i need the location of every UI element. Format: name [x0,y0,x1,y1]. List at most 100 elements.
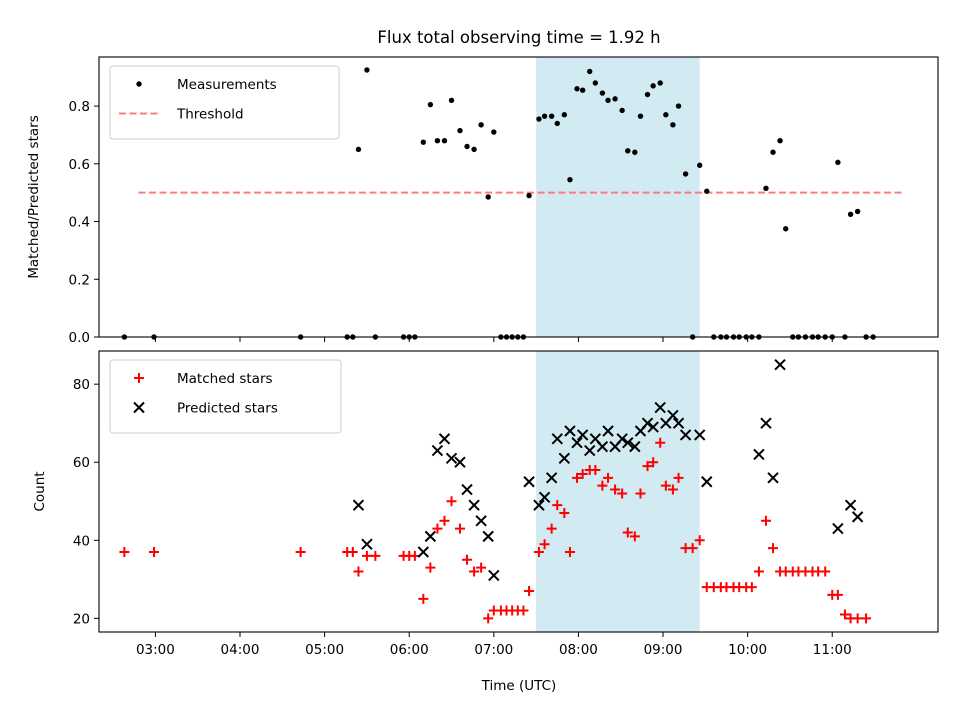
data-point [597,480,608,491]
data-point [820,566,831,577]
data-point [461,483,473,496]
data-point [655,437,666,448]
data-point [361,550,372,561]
data-point [524,586,535,597]
data-point [482,530,494,543]
data-point [295,546,306,557]
x-tick-label: 08:00 [559,642,598,658]
observing-span [536,57,700,337]
x-tick-label: 03:00 [136,642,175,658]
data-point [454,523,465,534]
data-point [462,554,473,565]
legend-marker [133,401,145,414]
data-point [637,113,644,119]
legend-box [109,65,340,140]
legend-marker [134,373,144,383]
data-point [763,185,769,192]
data-point [476,562,487,573]
data-point [679,429,692,441]
data-point [468,499,480,511]
x-tick-label: 11:00 [813,642,852,658]
data-point [687,543,698,554]
data-point [590,465,601,476]
data-point [852,613,863,624]
data-point [370,550,381,561]
x-tick-label: 05:00 [305,642,344,658]
data-point [533,546,544,557]
data-point [629,440,641,453]
data-point [464,143,470,150]
data-point [663,112,669,118]
data-point [602,425,614,437]
data-point [574,86,580,92]
data-point [667,409,679,422]
x-tick-label: 10:00 [728,642,767,658]
data-point [546,523,557,534]
data-point [777,138,783,144]
x-tick-label: 07:00 [474,642,513,658]
data-point [644,91,651,98]
data-point [432,523,443,534]
data-point [483,613,494,624]
data-point [364,67,370,73]
legend-label: Threshold [176,107,244,123]
data-point [571,437,583,449]
data-point [545,472,558,484]
data-point [654,401,666,414]
data-point [599,90,606,96]
y-tick-label: 60 [73,455,90,471]
data-point [471,146,477,153]
y-tick-label: 40 [73,533,90,549]
data-point [693,429,706,441]
y-tick-label: 0.2 [69,272,90,288]
data-point [469,566,480,577]
data-point [418,593,429,604]
data-point [475,515,487,527]
data-point [625,148,631,154]
y-tick-label: 0.4 [69,215,90,231]
y-tick-label: 0.8 [69,99,90,115]
data-point [760,515,771,526]
data-point [629,531,640,542]
data-point [439,515,450,526]
data-point [753,566,764,577]
data-point [425,562,436,573]
data-point [347,546,358,557]
data-point [559,507,570,518]
y-tick-label: 0.6 [69,157,90,173]
data-point [701,476,713,488]
data-point [427,101,434,108]
data-point [518,605,529,616]
data-point [603,472,614,483]
data-point [647,421,659,433]
data-point [551,433,563,445]
data-point [353,566,364,577]
y-axis-label: Count [32,471,48,511]
data-point [424,530,437,543]
data-point [564,546,575,557]
x-tick-label: 04:00 [221,642,260,658]
data-point [445,452,458,465]
data-point [667,484,678,495]
data-point [457,127,463,134]
data-point [622,527,633,538]
data-point [635,488,646,499]
data-point [670,122,676,128]
data-point [488,569,500,582]
data-point [533,499,545,511]
observing-span [536,351,700,632]
legend-box [109,359,342,434]
data-point [576,429,589,441]
data-point [584,444,596,457]
data-point [767,472,779,484]
data-point [675,103,682,109]
data-point [587,68,593,75]
data-point [538,491,551,504]
data-point [610,484,621,495]
data-point [617,488,628,499]
data-point [355,146,362,153]
data-point [753,448,765,461]
data-point [616,433,628,445]
data-point [774,358,786,371]
